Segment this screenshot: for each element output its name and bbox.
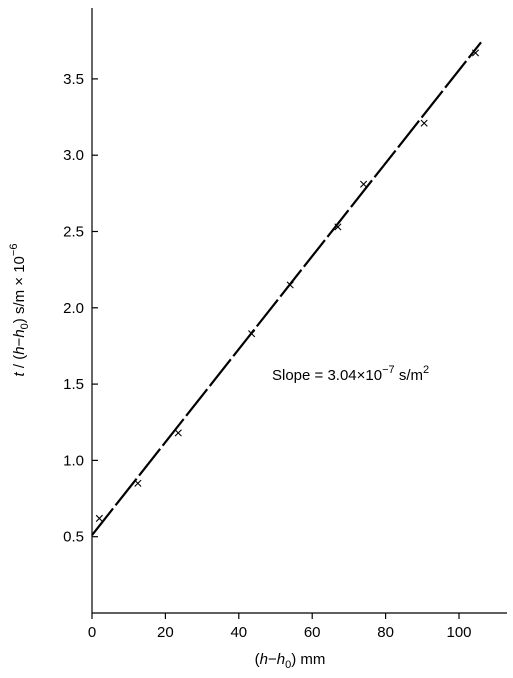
y-ticks: 0.5 1.0 1.5 2.0 2.5 3.0 3.5 bbox=[63, 71, 98, 546]
data-point bbox=[286, 281, 294, 289]
y-tick-label: 2.0 bbox=[63, 300, 84, 317]
data-points bbox=[95, 49, 480, 522]
x-tick-label: 100 bbox=[446, 624, 471, 641]
x-ticks: 020406080100120 bbox=[88, 613, 472, 641]
data-point bbox=[471, 49, 480, 57]
data-point bbox=[248, 330, 256, 338]
data-point bbox=[420, 119, 428, 127]
data-point bbox=[174, 429, 182, 437]
data-point bbox=[334, 223, 342, 231]
y-tick-label: 0.5 bbox=[63, 529, 84, 546]
x-tick-label: 80 bbox=[377, 624, 394, 641]
slope-annotation: Slope = 3.04×10−7 s/m2 bbox=[272, 364, 429, 384]
y-tick-label: 3.0 bbox=[63, 147, 84, 164]
y-tick-label: 1.0 bbox=[63, 452, 84, 469]
x-tick-label: 40 bbox=[230, 624, 247, 641]
y-tick-label: 3.5 bbox=[63, 71, 84, 88]
y-axis: 0.5 1.0 1.5 2.0 2.5 3.0 3.5 t / (h−h0) s/m × 1… bbox=[8, 8, 98, 613]
data-point bbox=[95, 514, 103, 522]
y-axis-label: t / (h−h0) s/m × 10−6 bbox=[8, 244, 31, 377]
y-tick-label: 2.5 bbox=[63, 224, 84, 241]
data-point bbox=[359, 180, 368, 188]
data-point bbox=[134, 479, 142, 487]
x-axis: 020406080100120 (h−h0) mm bbox=[88, 612, 507, 671]
x-tick-label: 60 bbox=[304, 624, 321, 641]
x-tick-label: 0 bbox=[88, 624, 96, 641]
fit-line bbox=[91, 41, 482, 536]
y-tick-label: 1.5 bbox=[63, 376, 84, 393]
x-axis-label: (h−h0) mm bbox=[255, 651, 326, 671]
fit-line-group bbox=[91, 41, 482, 536]
x-tick-label: 20 bbox=[157, 624, 174, 641]
